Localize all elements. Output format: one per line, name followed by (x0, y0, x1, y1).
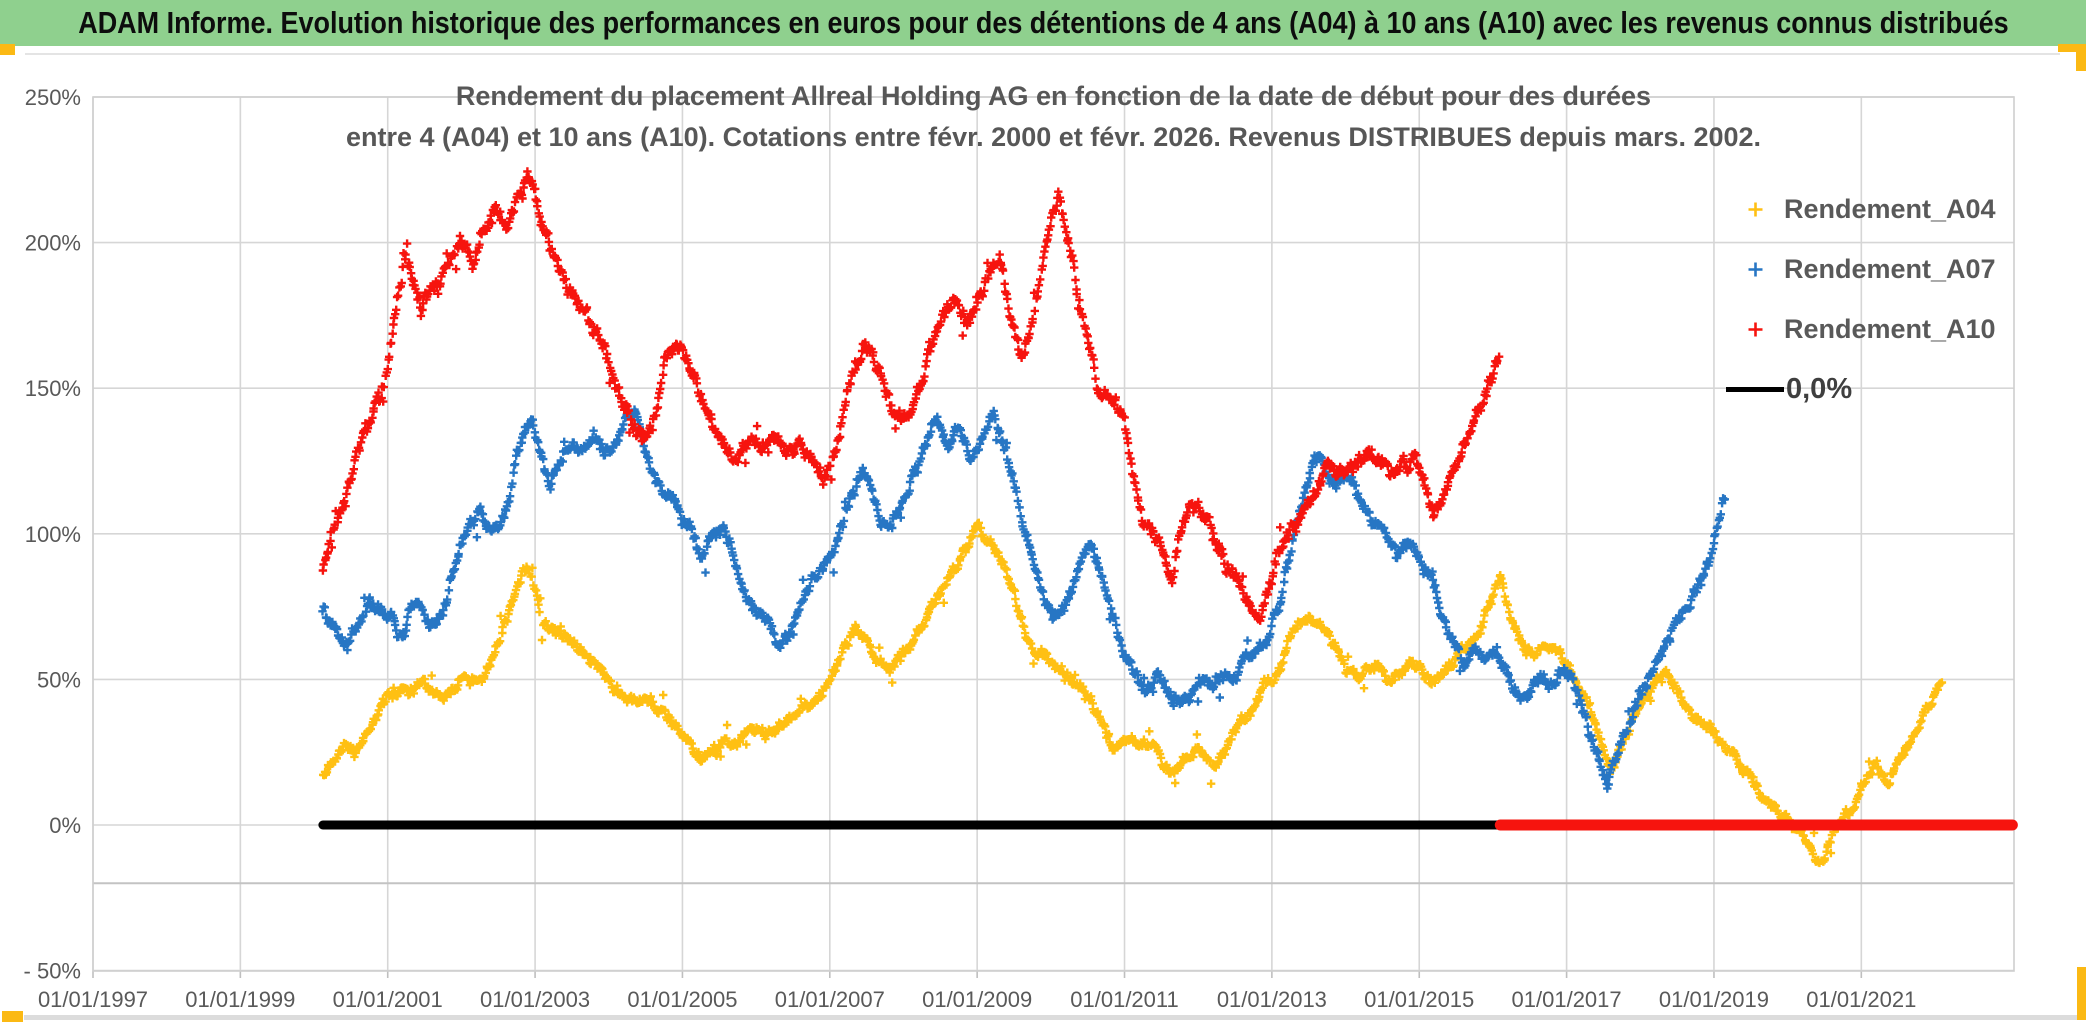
legend-item-a10: Rendement_A10 (1726, 299, 1996, 359)
accent-corner-top-right-h (2058, 44, 2086, 52)
svg-text:01/01/1999: 01/01/1999 (185, 987, 295, 1012)
svg-text:- 50%: - 50% (24, 959, 81, 984)
legend-item-a07: Rendement_A07 (1726, 239, 1996, 299)
plus-marker-red-icon (1726, 321, 1784, 338)
header-title: ADAM Informe. Evolution historique des p… (77, 5, 2009, 40)
chart-title-line1: Rendement du placement Allreal Holding A… (455, 81, 1652, 111)
accent-corner-bottom-right (2077, 967, 2086, 1020)
legend-label-a10: Rendement_A07 (1784, 253, 1996, 284)
zero-line-sample-icon (1726, 386, 1784, 392)
svg-text:01/01/2011: 01/01/2011 (1070, 987, 1178, 1012)
legend-item-a04: Rendement_A04 (1726, 179, 1996, 239)
chart-legend: Rendement_A04 Rendement_A07 Rendement_A1… (1726, 179, 1996, 419)
svg-text:100%: 100% (25, 522, 81, 547)
svg-text:150%: 150% (25, 376, 81, 401)
legend-item-zero-line: 0,0% (1726, 359, 1996, 419)
plus-marker-blue-icon (1726, 261, 1784, 278)
svg-text:01/01/2013: 01/01/2013 (1217, 987, 1327, 1012)
svg-text:200%: 200% (25, 231, 81, 256)
plus-marker-gold-icon (1726, 201, 1784, 218)
accent-corner-top-left (0, 44, 15, 55)
accent-corner-bottom-left (2, 1011, 23, 1022)
top-divider (25, 53, 2060, 55)
legend-label-a04: Rendement_A04 (1784, 193, 1996, 224)
svg-text:01/01/2005: 01/01/2005 (627, 987, 737, 1012)
svg-text:01/01/2021: 01/01/2021 (1806, 987, 1916, 1012)
svg-text:01/01/2017: 01/01/2017 (1512, 987, 1622, 1012)
accent-corner-top-right-v (2076, 44, 2086, 71)
svg-text:01/01/2003: 01/01/2003 (480, 987, 590, 1012)
svg-text:01/01/2001: 01/01/2001 (333, 987, 443, 1012)
legend-label-a10: Rendement_A10 (1784, 313, 1996, 344)
chart-title: Rendement du placement Allreal Holding A… (93, 76, 2014, 158)
svg-text:50%: 50% (37, 667, 81, 692)
svg-text:01/01/2007: 01/01/2007 (775, 987, 885, 1012)
bottom-divider (24, 1015, 2077, 1020)
header-banner: ADAM Informe. Evolution historique des p… (0, 0, 2086, 46)
svg-text:250%: 250% (25, 85, 81, 110)
legend-label-zero: 0,0% (1786, 372, 1853, 405)
svg-text:01/01/1997: 01/01/1997 (38, 987, 148, 1012)
svg-text:01/01/2015: 01/01/2015 (1364, 987, 1474, 1012)
svg-text:01/01/2009: 01/01/2009 (922, 987, 1032, 1012)
chart-title-line2: entre 4 (A04) et 10 ans (A10). Cotations… (345, 122, 1762, 152)
svg-text:0%: 0% (49, 813, 81, 838)
svg-text:01/01/2019: 01/01/2019 (1659, 987, 1769, 1012)
